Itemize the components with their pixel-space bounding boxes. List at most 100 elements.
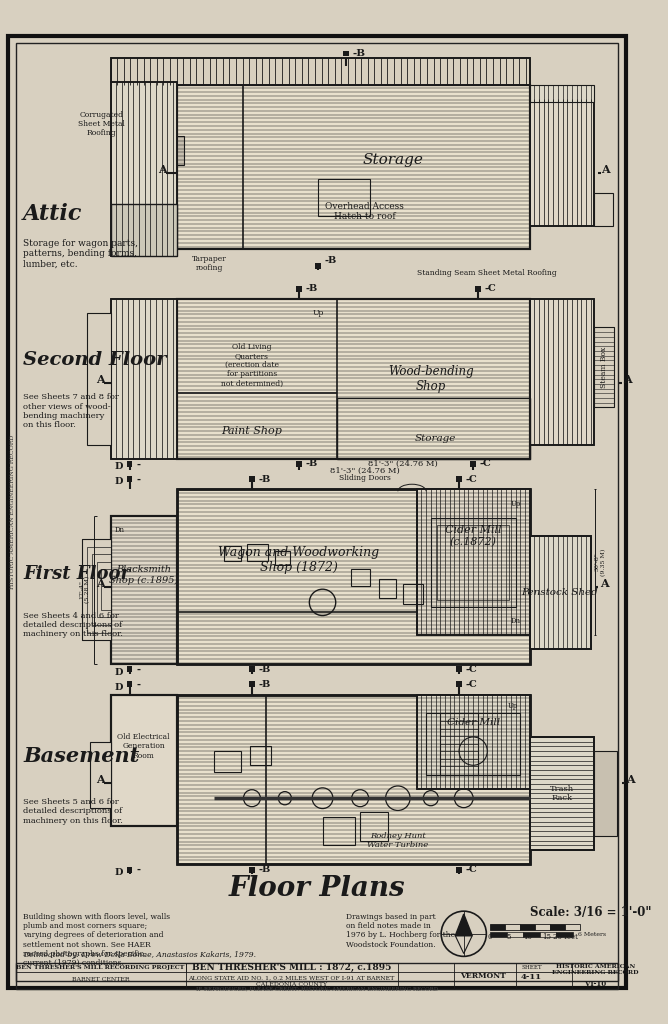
- Bar: [111, 82, 176, 256]
- Bar: [315, 263, 321, 269]
- Bar: [565, 925, 580, 930]
- Bar: [594, 193, 613, 226]
- Bar: [15, 963, 618, 989]
- Bar: [214, 752, 240, 772]
- Bar: [530, 737, 594, 850]
- Text: -B: -B: [259, 665, 271, 674]
- Bar: [176, 299, 530, 460]
- Text: 5: 5: [507, 933, 511, 941]
- Text: Trash
Rack: Trash Rack: [550, 784, 574, 802]
- Text: -B: -B: [259, 474, 271, 483]
- Text: Old Living
Quarters
(erection date
for partitions
not determined): Old Living Quarters (erection date for p…: [221, 343, 283, 387]
- Text: Up: Up: [508, 701, 518, 710]
- Text: Standing Seam Sheet Metal Roofing: Standing Seam Sheet Metal Roofing: [418, 269, 557, 276]
- Text: HISTORIC AMERICAN ENGINEERING RECORD: HISTORIC AMERICAN ENGINEERING RECORD: [10, 435, 15, 589]
- Bar: [530, 299, 594, 445]
- Bar: [176, 299, 530, 460]
- Text: A: A: [96, 579, 105, 589]
- Text: HISTORIC AMERICAN
ENGINEERING RECORD: HISTORIC AMERICAN ENGINEERING RECORD: [552, 965, 639, 975]
- Text: Rodney Hunt
Water Turbine: Rodney Hunt Water Turbine: [367, 831, 428, 849]
- Text: -B: -B: [353, 49, 366, 58]
- Bar: [417, 694, 530, 788]
- Text: Tarpaper
roofing: Tarpaper roofing: [192, 255, 227, 272]
- Bar: [456, 667, 462, 672]
- Text: Drawings based in part
on field notes made in
1976 by L. Hochberg for the
Woodst: Drawings based in part on field notes ma…: [346, 913, 455, 948]
- Text: IF REPRODUCED, PLEASE CREDIT: HISTORIC AMERICAN ENGINEERING RECORD: IF REPRODUCED, PLEASE CREDIT: HISTORIC A…: [196, 987, 438, 992]
- Bar: [111, 516, 176, 664]
- Text: 30'-8"
(9.35 M): 30'-8" (9.35 M): [595, 548, 606, 575]
- Text: Storage: Storage: [415, 434, 456, 443]
- Text: -C: -C: [466, 665, 478, 674]
- Text: -B: -B: [305, 285, 318, 293]
- Bar: [360, 812, 388, 841]
- Text: See Sheets 5 and 6 for
detailed descriptions of
machinery on this floor.: See Sheets 5 and 6 for detailed descript…: [23, 798, 123, 824]
- Text: Blacksmith
Shop (c.1895): Blacksmith Shop (c.1895): [109, 565, 178, 585]
- Text: Paint Shop: Paint Shop: [222, 426, 283, 436]
- Bar: [523, 932, 540, 937]
- Bar: [403, 584, 424, 604]
- Text: Attic: Attic: [23, 203, 83, 224]
- Bar: [176, 85, 530, 249]
- Text: Dn: Dn: [510, 617, 520, 626]
- Bar: [111, 299, 176, 460]
- Text: Corrugated
Sheet Metal
Roofing: Corrugated Sheet Metal Roofing: [78, 111, 125, 137]
- Bar: [530, 98, 594, 226]
- Bar: [127, 461, 132, 467]
- Text: Storage for wagon parts,
patterns, bending forms,
lumber, etc.: Storage for wagon parts, patterns, bendi…: [23, 239, 138, 268]
- Bar: [337, 398, 530, 460]
- Text: 6 Meters: 6 Meters: [578, 932, 606, 937]
- Bar: [505, 925, 520, 930]
- Bar: [176, 694, 530, 864]
- Text: -: -: [136, 680, 140, 689]
- Text: -B: -B: [259, 680, 271, 689]
- Text: Penstock Shed: Penstock Shed: [522, 589, 598, 597]
- Text: Storage: Storage: [363, 153, 424, 167]
- Text: Cider Mill
(c.1872): Cider Mill (c.1872): [445, 525, 502, 548]
- Text: Up: Up: [312, 309, 323, 317]
- Text: Dn: Dn: [115, 526, 125, 534]
- Text: Sliding Doors: Sliding Doors: [339, 474, 391, 482]
- Bar: [456, 681, 462, 687]
- Bar: [249, 867, 255, 872]
- Text: A: A: [96, 374, 105, 385]
- Text: Cider Mill: Cider Mill: [447, 719, 500, 727]
- Text: 81'-3" (24.76 M): 81'-3" (24.76 M): [367, 460, 438, 468]
- Bar: [417, 489, 530, 635]
- Bar: [127, 476, 132, 482]
- Text: CALEDONIA COUNTY: CALEDONIA COUNTY: [256, 982, 327, 987]
- Bar: [275, 551, 290, 564]
- Bar: [111, 516, 176, 664]
- Bar: [426, 714, 520, 775]
- Text: Building shown with floors level, walls
plumb and most corners square;
varying d: Building shown with floors level, walls …: [23, 913, 170, 967]
- Text: 20 feet: 20 feet: [553, 933, 578, 941]
- Text: -C: -C: [466, 680, 478, 689]
- Bar: [343, 50, 349, 56]
- Text: Steam Box: Steam Box: [600, 347, 608, 388]
- Text: Basement: Basement: [23, 745, 140, 766]
- Bar: [550, 925, 565, 930]
- Bar: [249, 667, 255, 672]
- Text: D: D: [114, 668, 122, 677]
- Bar: [176, 694, 530, 864]
- Bar: [351, 569, 369, 587]
- Text: Wood-bending
Shop: Wood-bending Shop: [388, 366, 474, 393]
- Bar: [111, 299, 176, 460]
- Text: SHEET: SHEET: [521, 966, 542, 970]
- Bar: [530, 537, 591, 649]
- Bar: [456, 476, 462, 482]
- Bar: [249, 681, 255, 687]
- Bar: [87, 313, 111, 445]
- Text: Scale: 3/16 = 1'-0": Scale: 3/16 = 1'-0": [530, 905, 651, 919]
- Text: BEN THRESHER'S MILL RECORDING PROJECT: BEN THRESHER'S MILL RECORDING PROJECT: [16, 966, 184, 970]
- Text: Old Electrical
Generation
Room: Old Electrical Generation Room: [118, 733, 170, 760]
- Text: First Floor: First Floor: [23, 565, 130, 583]
- Bar: [127, 867, 132, 872]
- Bar: [540, 932, 556, 937]
- Bar: [176, 489, 530, 664]
- Text: -B: -B: [259, 865, 271, 874]
- Text: 15: 15: [542, 933, 551, 941]
- Bar: [249, 476, 255, 482]
- Text: -C: -C: [484, 285, 496, 293]
- Bar: [535, 925, 550, 930]
- Text: A: A: [601, 164, 609, 175]
